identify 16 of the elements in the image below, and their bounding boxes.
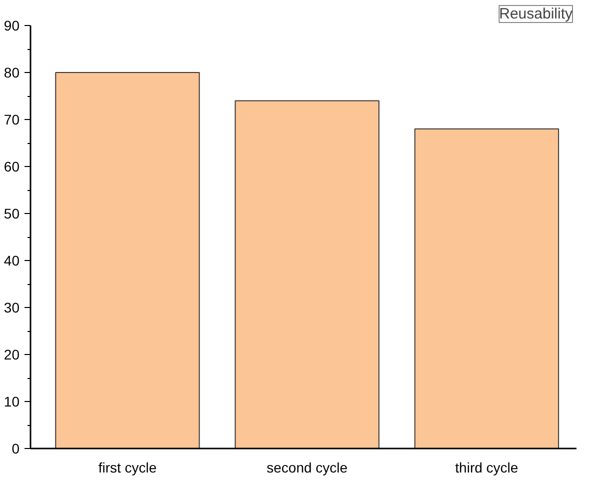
y-tick-label: 70 [4, 112, 20, 128]
y-tick-label: 90 [4, 18, 20, 34]
bar [234, 100, 380, 448]
x-tick-label: third cycle [455, 460, 518, 476]
y-tick-label: 40 [4, 252, 20, 268]
y-tick-label: 80 [4, 64, 20, 80]
y-tick-label: 20 [4, 346, 20, 362]
y-tick-label: 60 [4, 158, 20, 174]
bar [414, 128, 560, 448]
y-tick-label: 30 [4, 300, 20, 316]
x-tick-label: second cycle [266, 460, 348, 476]
y-tick-label: 10 [4, 394, 20, 410]
y-tick-label: 0 [12, 440, 20, 456]
bar [55, 72, 200, 448]
x-tick-label: first cycle [98, 460, 157, 476]
y-tick-label: 50 [4, 206, 20, 222]
